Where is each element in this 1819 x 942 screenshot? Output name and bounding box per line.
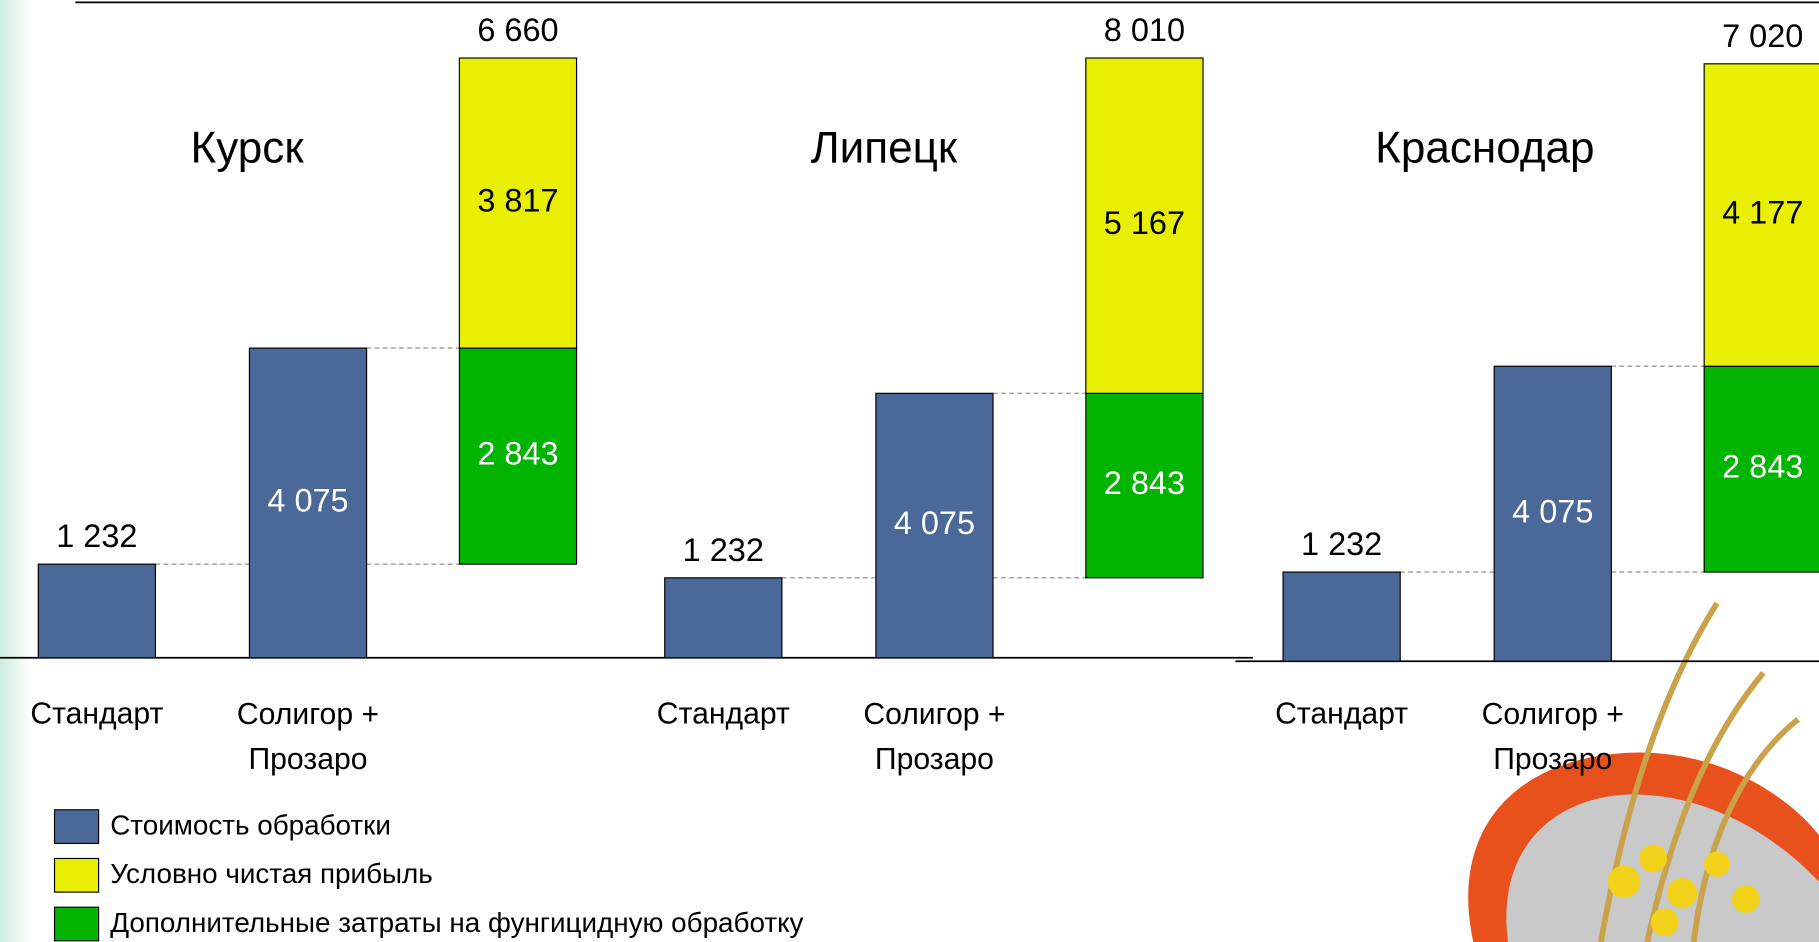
value-label: 4 075 <box>267 483 348 519</box>
x-tick-label: Солигор +Прозаро <box>863 698 1005 776</box>
value-label: 1 232 <box>1301 526 1382 562</box>
value-label: 5 167 <box>1104 205 1185 241</box>
bar <box>38 564 155 658</box>
legend-label: Условно чистая прибыль <box>110 858 433 889</box>
legend-swatch <box>55 907 99 941</box>
slide: Стоимость обработки Условно чистая прибыл… <box>0 0 1819 942</box>
panel-title: Краснодар <box>1375 123 1594 172</box>
x-tick-label: Стандарт <box>1275 698 1408 731</box>
value-label: 4 075 <box>894 505 975 541</box>
page: {"chart_data": [ {"type": "waterfall", "… <box>0 0 1819 942</box>
total-label: 6 660 <box>477 12 558 48</box>
panel-title: Липецк <box>811 123 958 172</box>
x-tick-label: Стандарт <box>657 698 790 731</box>
x-tick-label: Стандарт <box>30 698 163 731</box>
background-strip <box>0 0 32 942</box>
legend: Стоимость обработки Условно чистая прибыл… <box>55 810 804 941</box>
legend-swatch <box>55 858 99 892</box>
legend-label: Дополнительные затраты на фунгицидную об… <box>110 907 803 938</box>
bar <box>665 578 782 658</box>
x-tick-label: Солигор +Прозаро <box>237 698 379 776</box>
panel-title: Курск <box>191 123 305 172</box>
value-label: 4 177 <box>1722 195 1803 231</box>
bar <box>1283 572 1400 661</box>
x-tick-label: Солигор +Прозаро <box>1482 698 1624 776</box>
value-label: 1 232 <box>683 532 764 568</box>
value-label: 4 075 <box>1512 493 1593 529</box>
legend-label: Стоимость обработки <box>110 810 391 841</box>
value-label: 2 843 <box>1104 465 1185 501</box>
value-label: 1 232 <box>56 518 137 554</box>
value-label: 2 843 <box>477 436 558 472</box>
total-label: 8 010 <box>1104 12 1185 48</box>
value-label: 3 817 <box>477 183 558 219</box>
total-label: 7 020 <box>1722 18 1803 54</box>
legend-swatch <box>55 810 99 844</box>
value-label: 2 843 <box>1722 449 1803 485</box>
